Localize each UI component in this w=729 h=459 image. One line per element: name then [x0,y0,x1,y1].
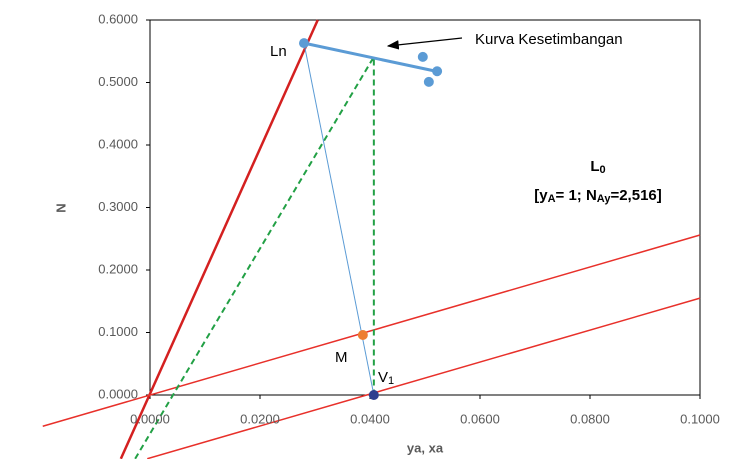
series-line [42,234,701,427]
point [423,76,434,87]
annotation: L0 [590,158,605,176]
annotation-part: M [335,349,348,366]
x-tick-label: 0.0000 [130,411,170,426]
x-tick-label: 0.0600 [460,411,500,426]
annotation-part: =2,516] [610,187,661,204]
x-tick-label: 0.0200 [240,411,280,426]
point [368,390,379,400]
y-tick-label: 0.0000 [98,386,138,401]
series-line [303,41,437,73]
annotation-part: [y [534,187,548,204]
x-tick-label: 0.1000 [680,411,720,426]
annotation: Kurva Kesetimbangan [475,31,623,48]
annotation-part: Ln [270,43,287,60]
y-tick-label: 0.5000 [98,74,138,89]
y-tick-label: 0.4000 [98,136,138,151]
x-axis-label: ya, xa [407,440,444,455]
annotation: V1 [378,369,394,387]
x-tick-label: 0.0400 [350,411,390,426]
annotation-part: 0 [600,164,606,176]
series-line [303,43,375,396]
point [357,330,368,340]
y-tick-label: 0.2000 [98,261,138,276]
annotation: Ln [270,43,287,60]
annotation-arrow [386,37,463,50]
annotation-part: V [378,369,388,386]
annotation-part: = 1; N [556,187,597,204]
series-line [134,53,375,459]
y-tick-label: 0.6000 [98,11,138,26]
series-line [147,297,701,459]
series-line [119,19,319,459]
point [417,51,428,62]
annotation-part: Ay [597,193,612,205]
point [432,66,443,77]
annotation-part: 1 [388,375,394,387]
y-axis-label: N [53,203,68,212]
annotation-part: L [590,158,599,175]
annotation: M [335,349,348,366]
point [299,38,309,49]
y-tick-label: 0.1000 [98,324,138,339]
annotation: [yA= 1; NAy=2,516] [534,187,662,205]
y-tick-label: 0.3000 [98,199,138,214]
annotation-part: A [548,193,556,205]
x-tick-label: 0.0800 [570,411,610,426]
annotation-part: Kurva Kesetimbangan [475,31,623,48]
